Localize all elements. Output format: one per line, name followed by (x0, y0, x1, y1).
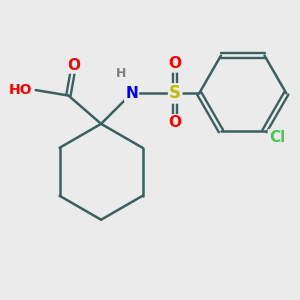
Text: O: O (169, 56, 182, 71)
Text: Cl: Cl (269, 130, 285, 145)
Text: S: S (169, 84, 181, 102)
Text: O: O (68, 58, 80, 73)
Text: N: N (125, 86, 138, 101)
Text: HO: HO (9, 83, 32, 97)
Text: O: O (169, 115, 182, 130)
Text: H: H (116, 67, 126, 80)
